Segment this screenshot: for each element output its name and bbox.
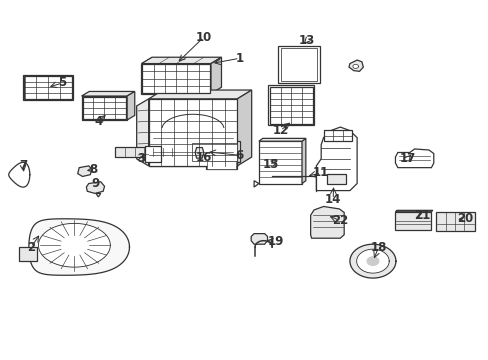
Bar (395, 212, 430, 230)
Bar (115, 147, 182, 157)
Bar (142, 64, 209, 93)
Text: 15: 15 (262, 158, 279, 171)
Polygon shape (9, 162, 30, 187)
Text: 16: 16 (195, 150, 211, 163)
Polygon shape (127, 91, 135, 120)
Text: 13: 13 (298, 34, 314, 47)
Polygon shape (348, 60, 363, 71)
Polygon shape (141, 64, 210, 94)
Text: 4: 4 (94, 115, 102, 128)
Bar (24, 76, 71, 99)
Text: 3: 3 (137, 152, 145, 165)
Polygon shape (19, 247, 38, 261)
Polygon shape (141, 57, 221, 64)
Polygon shape (29, 219, 129, 275)
Bar (268, 85, 314, 125)
Bar (278, 46, 320, 83)
Polygon shape (356, 249, 388, 273)
Polygon shape (395, 149, 433, 168)
Polygon shape (349, 244, 395, 278)
Text: 1: 1 (235, 52, 244, 65)
Polygon shape (78, 166, 92, 176)
Polygon shape (395, 210, 432, 212)
Polygon shape (195, 148, 203, 158)
Polygon shape (39, 224, 110, 267)
Text: 14: 14 (325, 193, 341, 206)
Text: 18: 18 (370, 240, 386, 253)
Text: 19: 19 (267, 235, 283, 248)
Bar (326, 174, 346, 184)
Text: 8: 8 (89, 163, 98, 176)
Polygon shape (148, 90, 251, 99)
Text: 6: 6 (235, 149, 244, 162)
Polygon shape (258, 138, 305, 141)
Polygon shape (254, 181, 258, 187)
Text: 20: 20 (456, 212, 472, 225)
Polygon shape (210, 57, 221, 94)
Polygon shape (81, 96, 127, 120)
Polygon shape (352, 64, 358, 68)
Bar (24, 76, 72, 99)
Text: 21: 21 (413, 209, 429, 222)
Bar (258, 141, 302, 184)
Bar (207, 161, 236, 169)
Polygon shape (357, 257, 387, 265)
Polygon shape (96, 193, 101, 197)
Text: 9: 9 (92, 177, 100, 190)
Polygon shape (251, 234, 267, 244)
Text: 22: 22 (331, 214, 348, 227)
Text: 17: 17 (399, 152, 415, 165)
Bar (435, 212, 473, 231)
Bar (191, 143, 237, 161)
Polygon shape (136, 99, 148, 166)
Text: 10: 10 (195, 31, 211, 44)
Text: 2: 2 (27, 240, 35, 253)
Polygon shape (81, 91, 135, 96)
Bar (323, 130, 352, 141)
Text: 12: 12 (272, 124, 288, 137)
Text: 11: 11 (312, 166, 328, 179)
Polygon shape (86, 182, 104, 193)
Bar (189, 141, 239, 162)
Bar (281, 48, 316, 81)
Polygon shape (310, 207, 344, 238)
Polygon shape (237, 90, 251, 166)
Polygon shape (316, 127, 356, 190)
Bar (22, 75, 73, 100)
Bar (206, 161, 237, 170)
Bar (269, 86, 312, 123)
Bar (148, 99, 237, 166)
Text: 7: 7 (19, 159, 27, 172)
Polygon shape (148, 99, 237, 166)
Bar (280, 48, 317, 81)
Polygon shape (302, 138, 305, 184)
Text: 5: 5 (58, 76, 66, 90)
Bar (82, 97, 126, 119)
Polygon shape (144, 147, 160, 162)
Polygon shape (366, 257, 378, 265)
